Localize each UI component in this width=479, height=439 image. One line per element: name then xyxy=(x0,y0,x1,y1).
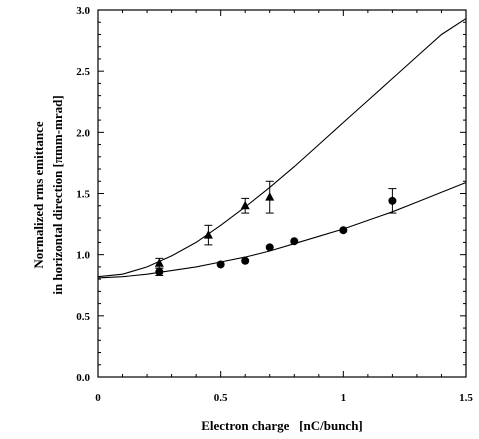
y-axis-title: Normalized rms emittance in horizontal d… xyxy=(31,95,65,294)
triangle-marker xyxy=(265,192,275,201)
fit-curve-1 xyxy=(97,18,467,278)
circle-marker xyxy=(265,243,274,252)
y-tick-label: 0.5 xyxy=(76,311,90,323)
circle-marker xyxy=(290,237,299,246)
fit-curves xyxy=(97,18,467,279)
error-bars xyxy=(155,180,397,276)
circle-marker xyxy=(339,226,348,235)
y-tick-label: 0.0 xyxy=(76,372,90,384)
x-tick-label: 0 xyxy=(95,392,101,404)
circle-marker xyxy=(241,256,250,265)
triangle-marker xyxy=(203,230,213,239)
y-tick-label: 1.5 xyxy=(76,189,90,201)
circle-marker xyxy=(388,196,397,205)
x-axis-title: Electron charge [nC/bunch] xyxy=(201,418,363,433)
y-tick-label: 2.5 xyxy=(76,66,90,78)
y-tick-label: 1.0 xyxy=(76,250,90,262)
circle-marker xyxy=(155,267,164,276)
circle-marker xyxy=(216,260,225,269)
plot-frame xyxy=(97,9,467,378)
triangle-marker xyxy=(154,258,164,267)
data-markers xyxy=(154,192,397,276)
x-tick-label: 1.5 xyxy=(459,392,473,404)
y-tick-label: 2.0 xyxy=(76,127,90,139)
y-axis-title-line-2: in horizontal direction [πmm-mrad] xyxy=(50,95,65,294)
triangle-marker xyxy=(240,200,250,210)
axis-ticks xyxy=(97,9,467,378)
x-tick-label: 1 xyxy=(341,392,347,404)
tick-labels: 0 0.5 1 1.5 0.0 0.5 1.0 1.5 2.0 2.5 3.0 xyxy=(76,5,473,404)
y-axis-title-line-1: Normalized rms emittance xyxy=(31,121,46,269)
x-tick-label: 0.5 xyxy=(214,392,228,404)
y-tick-label: 3.0 xyxy=(76,5,90,17)
